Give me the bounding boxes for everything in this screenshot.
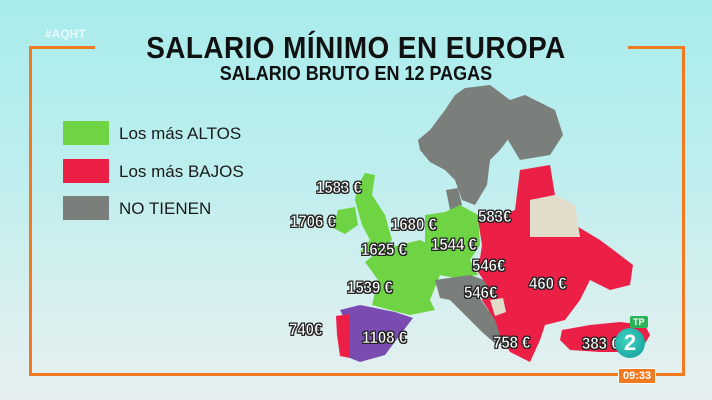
frame-top-left	[29, 46, 95, 49]
label-ireland: 1706 €	[290, 212, 336, 232]
tp-badge: TP	[630, 316, 648, 328]
label-turkey: 383 €	[582, 334, 620, 354]
bosnia-region	[490, 298, 506, 316]
subtitle: SALARIO BRUTO EN 12 PAGAS	[219, 63, 493, 85]
label-netherlands: 1680 €	[391, 215, 437, 235]
uk-region	[355, 173, 392, 252]
label-croatia: 546€	[464, 283, 498, 303]
hashtag: #AQHT	[45, 27, 86, 41]
eastern-europe-region	[478, 165, 633, 362]
label-france: 1539 €	[347, 278, 393, 298]
legend-swatch-high	[63, 121, 109, 145]
denmark-region	[446, 188, 462, 210]
frame-top-right	[628, 46, 685, 49]
label-spain: 1108 €	[362, 328, 407, 348]
label-belgium: 1625 €	[361, 240, 407, 260]
belarus-region	[530, 195, 580, 237]
legend-label-low: Los más BAJOS	[119, 162, 244, 181]
page-title: SALARIO MÍNIMO EN EUROPA	[146, 30, 566, 65]
ireland-region	[333, 207, 358, 234]
label-germany: 1544 €	[431, 235, 477, 255]
finland-region	[508, 95, 563, 160]
label-portugal: 740€	[289, 320, 323, 340]
legend-swatch-none	[63, 196, 109, 220]
legend-swatch-low	[63, 159, 109, 183]
label-greece: 758 €	[493, 333, 531, 353]
legend-label-high: Los más ALTOS	[119, 124, 242, 143]
label-romania: 460 €	[529, 274, 567, 294]
clock: 09:33	[618, 368, 657, 384]
label-uk: 1583 €	[316, 178, 362, 198]
portugal-region	[336, 314, 350, 358]
germany-benelux-region	[425, 205, 480, 278]
label-poland: 583€	[478, 207, 512, 227]
frame-right	[682, 46, 685, 376]
scandinavia-region	[418, 85, 515, 205]
alpine-italy-region	[435, 275, 507, 345]
legend-label-none: NO TIENEN	[119, 199, 212, 218]
spain-region	[340, 305, 413, 362]
channel-logo: 2	[615, 328, 645, 358]
label-hungary: 546€	[472, 256, 506, 276]
france-region	[365, 240, 440, 315]
frame-left	[29, 46, 32, 376]
frame-bottom	[29, 373, 685, 376]
